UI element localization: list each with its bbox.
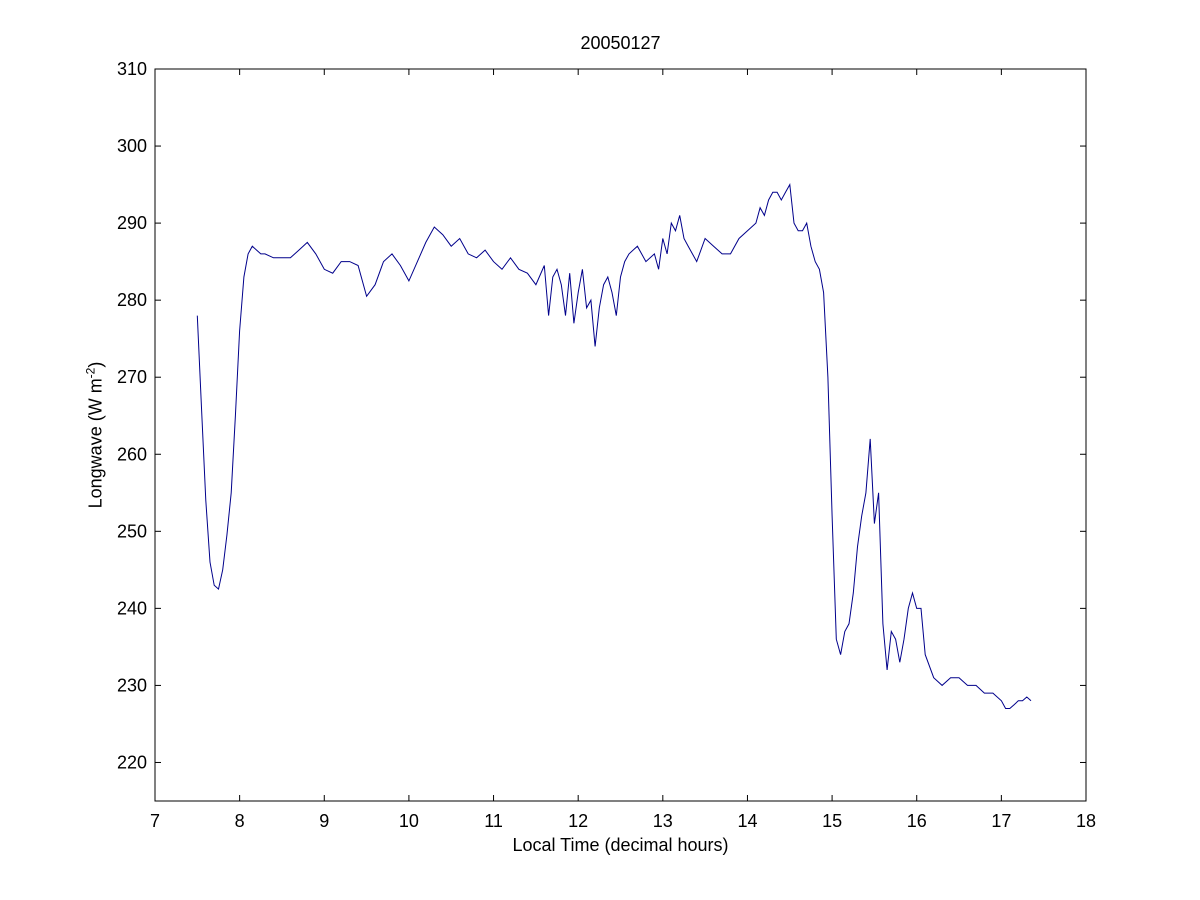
x-tick-label: 12 [568, 811, 588, 831]
x-tick-label: 16 [907, 811, 927, 831]
y-tick-label: 310 [117, 59, 147, 79]
y-tick-label: 220 [117, 752, 147, 772]
x-tick-label: 7 [150, 811, 160, 831]
y-tick-label: 280 [117, 290, 147, 310]
x-axis-label: Local Time (decimal hours) [512, 835, 729, 855]
x-tick-label: 18 [1076, 811, 1096, 831]
x-tick-label: 10 [399, 811, 419, 831]
x-tick-label: 9 [319, 811, 329, 831]
longwave-series-line [196, 182, 1032, 709]
x-tick-label: 17 [991, 811, 1011, 831]
y-tick-label: 230 [117, 675, 147, 695]
y-tick-label: 260 [117, 444, 147, 464]
x-tick-label: 8 [235, 811, 245, 831]
y-tick-label: 300 [117, 136, 147, 156]
y-tick-label: 250 [117, 521, 147, 541]
plot-frame [154, 68, 1087, 802]
chart-title: 20050127 [580, 33, 661, 53]
y-tick-label: 240 [117, 598, 147, 618]
y-tick-label: 290 [117, 213, 147, 233]
x-tick-label: 14 [737, 811, 757, 831]
x-tick-label: 11 [484, 811, 503, 831]
x-tick-label: 13 [653, 811, 673, 831]
y-tick-label: 270 [117, 367, 147, 387]
x-tick-label: 15 [822, 811, 842, 831]
